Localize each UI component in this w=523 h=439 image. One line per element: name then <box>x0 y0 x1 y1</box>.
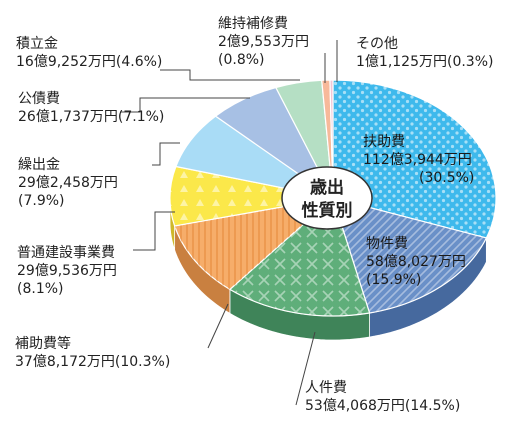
slice-label-2-amount: 58億8,027万円 <box>366 254 466 270</box>
slice-label-10-name: その他 <box>356 36 398 52</box>
slice-label-5-percent_text: (8.1%) <box>17 281 64 297</box>
slice-label-3-amount: 53億4,068万円(14.5%) <box>305 398 460 414</box>
leader-line-4 <box>152 142 180 166</box>
slice-label-6-amount: 29億2,458万円 <box>18 175 118 191</box>
slice-label-8-amount: 16億9,252万円(4.6%) <box>16 54 162 70</box>
slice-label-9-percent_text: (0.8%) <box>218 52 265 68</box>
pie-slice-pattern-5 <box>169 166 333 226</box>
leader-line-5 <box>120 97 250 113</box>
leader-line-2 <box>207 303 229 349</box>
center-label-line-1: 歳出 <box>310 177 344 198</box>
slice-label-9-name: 維持補修費 <box>218 16 288 32</box>
slice-label-7-name: 公債費 <box>18 91 60 107</box>
pie-slice-pattern-2 <box>333 198 487 313</box>
slice-label-8-name: 積立金 <box>16 36 58 52</box>
slice-label-1-amount: 112億3,944万円 <box>363 152 472 168</box>
pie-slice-pattern-1 <box>333 80 496 238</box>
slice-label-1-name: 扶助費 <box>363 134 405 150</box>
slice-label-4-name: 補助費等 <box>15 335 71 352</box>
slice-label-1-percent_text: (30.5%) <box>419 170 474 186</box>
center-label-group: 歳出 性質別 <box>281 166 373 230</box>
slice-label-9-amount: 2億9,553万円 <box>218 34 309 50</box>
leader-line-6 <box>160 69 300 81</box>
slice-label-5-amount: 29億9,536万円 <box>17 263 117 279</box>
slice-label-10-amount: 1億1,125万円(0.3%) <box>356 54 493 70</box>
slice-label-3-name: 人件費 <box>305 380 347 396</box>
center-label-line-2: 性質別 <box>302 200 353 221</box>
slice-label-5-name: 普通建設事業費 <box>17 245 115 261</box>
slice-label-2-percent_text: (15.9%) <box>366 272 421 288</box>
leader-line-3 <box>133 211 175 251</box>
slice-label-4-amount: 37億8,172万円(10.3%) <box>15 354 170 370</box>
center-badge <box>281 166 373 230</box>
slice-label-6-name: 繰出金 <box>18 157 60 173</box>
pie-slice-pattern-4 <box>174 198 333 290</box>
slice-label-7-amount: 26億1,737万円(7.1%) <box>18 109 164 125</box>
slice-label-2-name: 物件費 <box>366 236 408 252</box>
slice-label-6-percent_text: (7.9%) <box>18 193 65 209</box>
leader-line-1 <box>295 331 316 406</box>
